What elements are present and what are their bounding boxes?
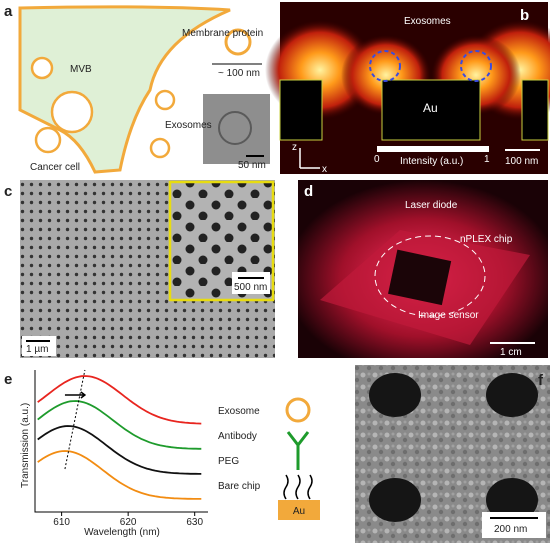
colorbar-min: 0 — [374, 154, 380, 165]
label: Laser diode — [405, 200, 458, 211]
mvb-body — [50, 90, 94, 134]
chip-outline — [374, 235, 486, 317]
exosome-marker — [369, 50, 401, 82]
tem-exosome — [218, 111, 252, 145]
hole — [369, 373, 421, 417]
series-label: Exosome — [218, 406, 260, 417]
label: Au — [293, 506, 305, 517]
exosome-marker — [460, 50, 492, 82]
scale-box — [482, 512, 546, 538]
spectrum — [37, 400, 202, 450]
label: MVB — [70, 64, 92, 75]
panel-f: f 200 nm — [355, 365, 550, 543]
scale-label: 50 nm — [238, 160, 266, 171]
label: Image sensor — [418, 310, 479, 321]
panel-a: a Membrane protein ~ 100 nm MVB Exosomes… — [4, 3, 270, 174]
label: Au — [423, 101, 438, 115]
x-tick-label: 620 — [120, 517, 137, 528]
au-block — [278, 500, 320, 520]
scale-label: 500 nm — [234, 282, 267, 293]
label: ~ 100 nm — [218, 68, 260, 79]
vesicle — [34, 126, 62, 154]
scale-label: 200 nm — [494, 524, 527, 535]
spectrum — [37, 425, 202, 475]
spectrum — [37, 375, 202, 425]
spectrum — [37, 450, 202, 500]
label: Cancer cell — [30, 162, 80, 173]
shift-arrow — [64, 391, 87, 399]
hole — [369, 478, 421, 522]
series-label: Antibody — [218, 431, 257, 442]
vesicle — [30, 56, 54, 80]
au-block — [381, 79, 481, 141]
series-label: PEG — [218, 456, 239, 467]
x-tick-label: 630 — [186, 517, 203, 528]
panel-label: f — [538, 372, 544, 389]
tem-image — [203, 94, 270, 164]
exosome — [149, 137, 171, 159]
label: Membrane protein — [182, 28, 263, 39]
x-axis-label: Wavelength (nm) — [84, 527, 160, 538]
hole — [486, 373, 538, 417]
label: Exosomes — [165, 120, 212, 131]
panel-c: c 500 nm 1 µm — [4, 180, 275, 358]
x-tick-label: 610 — [53, 517, 70, 528]
colorbar-label: Intensity (a.u.) — [400, 156, 463, 167]
panel-label: c — [4, 183, 12, 200]
axes — [34, 370, 208, 513]
series-label: Bare chip — [218, 481, 261, 492]
scale-label: 1 cm — [500, 347, 522, 358]
panel-e: e Transmission (a.u.) Wavelength (nm) Au — [4, 371, 320, 538]
colorbar-max: 1 — [484, 154, 490, 165]
panel-b: b Exosomes Au z x 0 1 Intensity (a.u.) 1… — [265, 2, 550, 175]
scale-label: 1 µm — [26, 344, 48, 355]
exosome-icon — [224, 28, 252, 56]
label: Exosomes — [404, 16, 451, 27]
axis-letter: x — [322, 164, 327, 175]
peg-icon — [283, 474, 313, 500]
antibody-icon — [286, 431, 310, 470]
hole — [486, 478, 538, 522]
peak-guide — [64, 369, 86, 470]
panel-label: a — [4, 3, 13, 20]
exosome-icon — [285, 397, 311, 423]
au-block — [521, 79, 549, 141]
y-axis-label: Transmission (a.u.) — [20, 403, 31, 488]
colorbar — [377, 146, 489, 152]
panel-label: d — [304, 183, 313, 200]
axes-icon — [299, 148, 320, 169]
au-block — [279, 79, 323, 141]
scale-label: 100 nm — [505, 156, 538, 167]
label: nPLEX chip — [460, 234, 513, 245]
chip — [388, 249, 452, 306]
panel-label: e — [4, 371, 12, 388]
panel-label: b — [520, 7, 529, 24]
axis-letter: z — [292, 142, 297, 153]
exosome — [154, 89, 176, 111]
panel-d: d Laser diode nPLEX chip Image sensor 1 … — [298, 180, 548, 358]
